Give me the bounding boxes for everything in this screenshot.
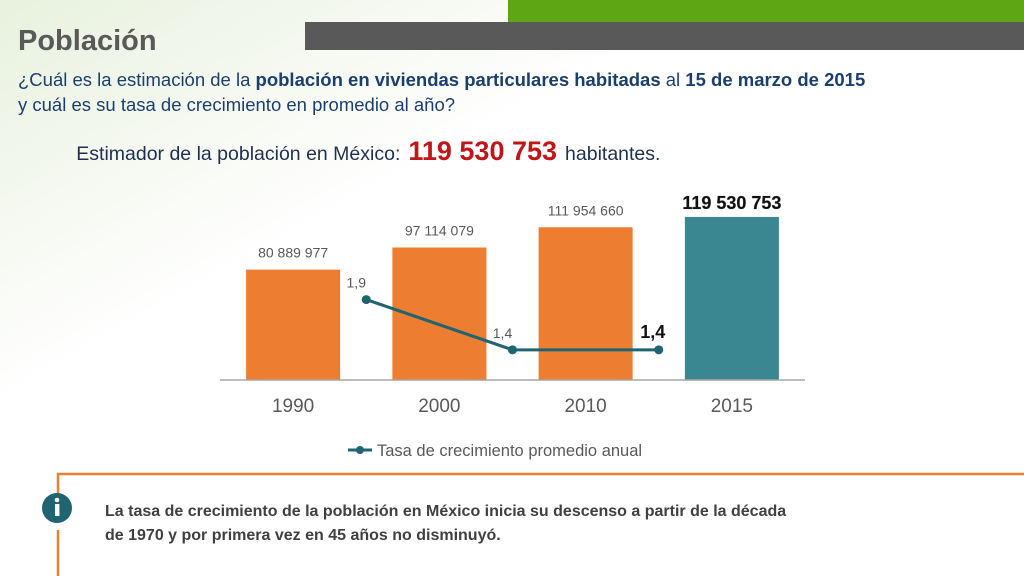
bar: [684, 216, 779, 380]
info-icon-bar: [55, 504, 60, 516]
bar-value-label: 111 954 660: [548, 202, 624, 218]
x-tick-label: 1990: [272, 396, 314, 417]
estimate-suffix: habitantes.: [565, 143, 660, 165]
info-icon: [42, 493, 72, 523]
bar: [246, 269, 341, 380]
title: Población: [18, 25, 157, 57]
legend-point: [356, 446, 364, 454]
line-point: [361, 295, 371, 305]
estimate-value: 119 530 753: [408, 136, 557, 166]
line-value-label: 1,4: [493, 325, 513, 341]
info-text: de 1970 y por primera vez en 45 años no …: [105, 527, 501, 544]
bar-value-label: 80 889 977: [258, 245, 328, 261]
question-text: al: [661, 69, 686, 90]
x-tick-label: 2010: [564, 396, 606, 417]
info-text: La tasa de crecimiento de la población e…: [105, 503, 786, 520]
x-tick-label: 2000: [418, 396, 460, 417]
question-text: población en viviendas particulares habi…: [256, 69, 661, 90]
question: ¿Cuál es la estimación de la población e…: [18, 69, 870, 115]
line-value-label: 1,4: [640, 322, 665, 342]
header-band: [508, 0, 1024, 22]
line-point: [654, 345, 664, 355]
estimate: Estimador de la población en México: 119 …: [60, 136, 671, 166]
question-text: 15 de marzo de 2015: [685, 69, 865, 90]
bar: [538, 227, 633, 380]
bar-value-label: 119 530 753: [682, 193, 781, 213]
line-value-label: 1,9: [347, 275, 367, 291]
info-icon-dot: [54, 497, 60, 503]
legend-label: Tasa de crecimiento promedio anual: [377, 442, 642, 460]
header-band: [305, 22, 1024, 50]
chart: 80 889 977 97 114 079 111 954 660 119 530 7…: [220, 193, 805, 460]
line-point: [508, 345, 517, 355]
estimate-prefix: Estimador de la población en México:: [76, 143, 400, 165]
question-text: y cuál es su tasa de crecimiento en prom…: [18, 94, 455, 115]
bar-value-label: 97 114 079: [405, 223, 474, 239]
question-text: ¿Cuál es la estimación de la: [18, 69, 256, 90]
x-tick-label: 2015: [711, 396, 753, 417]
